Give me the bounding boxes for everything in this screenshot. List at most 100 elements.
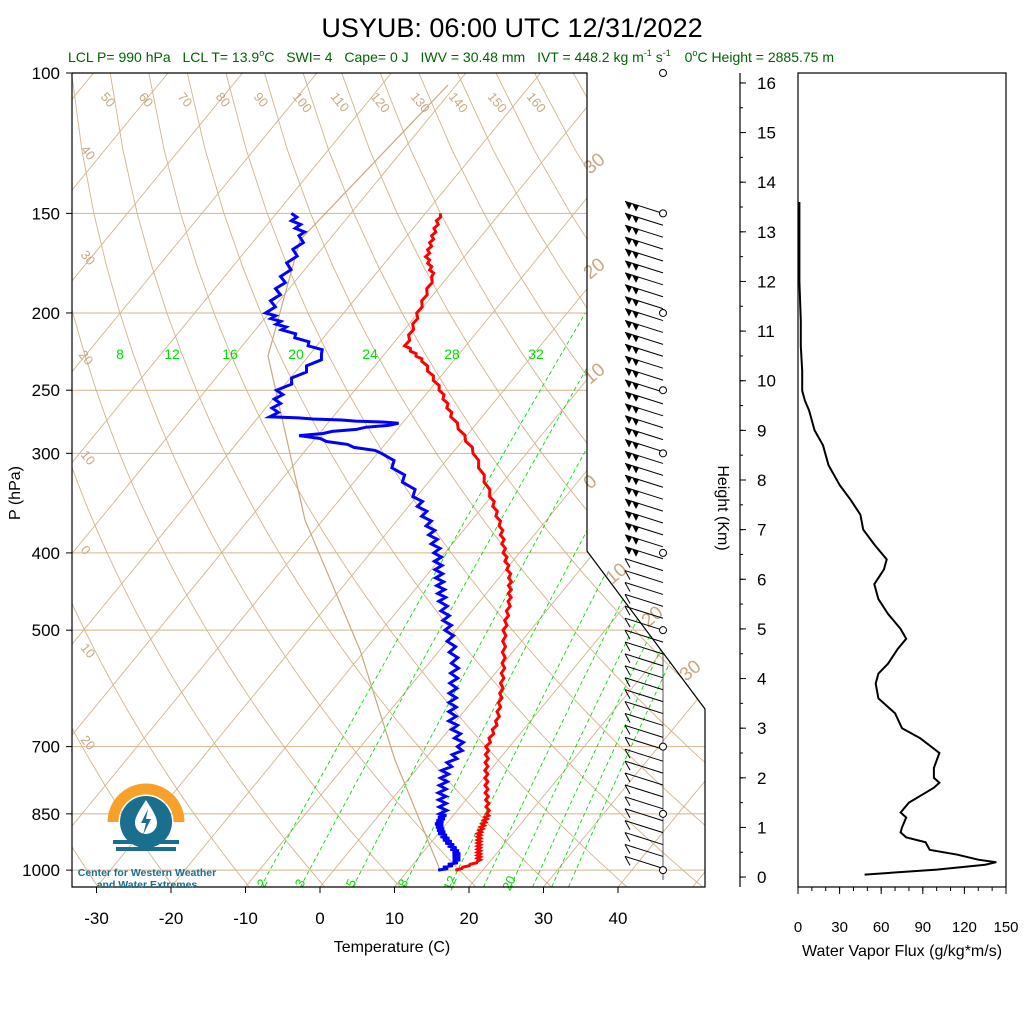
- wind-barb-pennant: [632, 393, 639, 402]
- wind-barb-flag: [624, 844, 631, 854]
- wind-barb-pennant: [625, 344, 632, 353]
- wind-level-marker: [659, 548, 667, 557]
- dry-adiabat-line: [109, 73, 552, 887]
- ivt-value: IVT = 448.2 kg m: [537, 49, 644, 65]
- wind-barb-shaft: [624, 760, 664, 774]
- wind-barb-shaft: [624, 629, 664, 643]
- logo-wave-1: [113, 840, 179, 844]
- wind-barb-shaft: [624, 581, 664, 595]
- wind-barb-flag: [624, 713, 631, 723]
- wind-barb-shaft: [624, 617, 664, 631]
- mixing-ratio-bottom-label: 8: [395, 877, 412, 890]
- wind-barb-pennant: [625, 451, 632, 460]
- mixing-ratio-line: [352, 312, 663, 887]
- wind-barb-flag: [624, 582, 631, 592]
- dry-adiabat-line: [186, 73, 703, 887]
- wind-barb-pennant: [632, 453, 639, 462]
- wind-barb-shaft: [624, 772, 664, 786]
- x-tick-label: 10: [385, 909, 404, 928]
- height-tick-label: 3: [757, 719, 766, 738]
- dry-adiabat-line: [72, 73, 326, 887]
- wind-barb-shaft: [624, 605, 664, 619]
- logo-sun-arc: [107, 783, 185, 823]
- dry-adiabat-line: [688, 73, 705, 887]
- flux-x-axis-label: Water Vapor Flux (g/kg*m/s): [802, 943, 1002, 960]
- wind-barb-flag: [624, 665, 631, 676]
- mixing-ratio-top-label: 32: [528, 346, 544, 362]
- wind-barb-pennant: [625, 368, 632, 377]
- mixing-ratio-bottom-label: 3: [292, 877, 309, 890]
- dry-adiabat-line: [264, 73, 705, 887]
- isotherm-right-label: 20: [580, 254, 610, 284]
- wind-barb-pennant: [632, 203, 639, 212]
- wind-barb-pennant: [632, 370, 639, 379]
- wind-barb-shaft: [624, 748, 664, 762]
- logo-text-line1: Center for Western Weather: [78, 867, 216, 879]
- isotherm-line: [96, 73, 705, 887]
- mixing-ratio-line: [532, 312, 705, 887]
- skewt-line-labels: 50 60 70 80 90 100 110 120 130 140 150 160403020100…: [76, 89, 706, 893]
- skewt-x-axis-label: Temperature (C): [334, 939, 450, 956]
- wind-barb-shaft: [624, 832, 664, 846]
- wind-barb-pennant: [625, 463, 632, 472]
- dry-adiabat-line: [766, 73, 1024, 887]
- y-tick-label: 250: [32, 381, 60, 400]
- wind-barb-pennant: [632, 286, 639, 295]
- height-tick-label: 15: [757, 124, 776, 143]
- chart-title: USYUB: 06:00 UTC 12/31/2022: [321, 13, 702, 43]
- height-tick-label: 16: [757, 74, 776, 93]
- wind-barb-flag: [624, 558, 631, 568]
- mixing-ratio-line: [300, 312, 620, 887]
- height-tick-label: 5: [757, 620, 766, 639]
- dry-adiabat-line: [341, 73, 705, 887]
- isotherm-line: [72, 73, 690, 887]
- dry-adiabat-line: [611, 73, 705, 887]
- freezing-level-prefix: 0: [685, 49, 693, 65]
- temperature-line: [402, 213, 514, 872]
- skewt-y-axis-label: P (hPa): [7, 466, 24, 520]
- mixing-ratio-top-label: 24: [362, 346, 378, 362]
- isotherm-left-label: 20: [78, 732, 99, 753]
- mixing-ratio-line: [260, 312, 586, 887]
- wind-barb-pennant: [632, 322, 639, 331]
- ivt-exponent-2: -1: [663, 48, 671, 58]
- wind-barb-flag: [624, 725, 631, 735]
- wind-barb-pennant: [625, 380, 632, 389]
- isotherm-left-label: 10: [78, 640, 99, 661]
- wind-level-marker: [659, 809, 667, 818]
- wind-barb-pennant: [632, 334, 639, 343]
- logo-bolt-icon: [141, 809, 151, 835]
- y-tick-label: 200: [32, 304, 60, 323]
- isotherm-line: [72, 73, 541, 887]
- flux-tick-label: 90: [914, 919, 931, 936]
- wind-barb-flag: [624, 856, 631, 866]
- wind-level-marker: [659, 209, 667, 218]
- wind-barb-pennant: [632, 215, 639, 224]
- isotherm-top-label: 130: [408, 89, 433, 115]
- wind-barb-pennant: [625, 487, 632, 496]
- cape-value: Cape= 0 J: [344, 49, 408, 65]
- dewpoint-line: [261, 212, 467, 872]
- cw3e-logo: Center for Western Weather and Water Ext…: [78, 783, 216, 891]
- flux-y-axis-label: Height (Km): [714, 465, 731, 550]
- flux-tick-label: 150: [993, 919, 1018, 936]
- mixing-ratio-top-label: 20: [288, 346, 304, 362]
- isotherm-left-label: 30: [78, 247, 99, 268]
- wind-barb-flag: [624, 617, 631, 628]
- mixing-ratio-bottom-label: 2: [254, 877, 271, 890]
- wind-barb-flag: [624, 594, 631, 604]
- wind-barb-flag: [624, 677, 631, 687]
- isotherm-line: [394, 73, 705, 887]
- wind-barb-pennant: [632, 310, 639, 319]
- height-tick-label: 1: [757, 818, 766, 837]
- height-tick-label: 6: [757, 570, 766, 589]
- wind-barb-pennant: [632, 358, 639, 367]
- wind-barb-shaft: [624, 712, 664, 726]
- wind-barb-shaft: [624, 701, 664, 715]
- height-tick-label: 0: [757, 868, 766, 887]
- wind-level-marker: [659, 866, 667, 875]
- isotherm-top-label: 100: [290, 89, 315, 115]
- wind-barb-shaft: [624, 820, 664, 834]
- wind-barb-pennant: [625, 249, 632, 258]
